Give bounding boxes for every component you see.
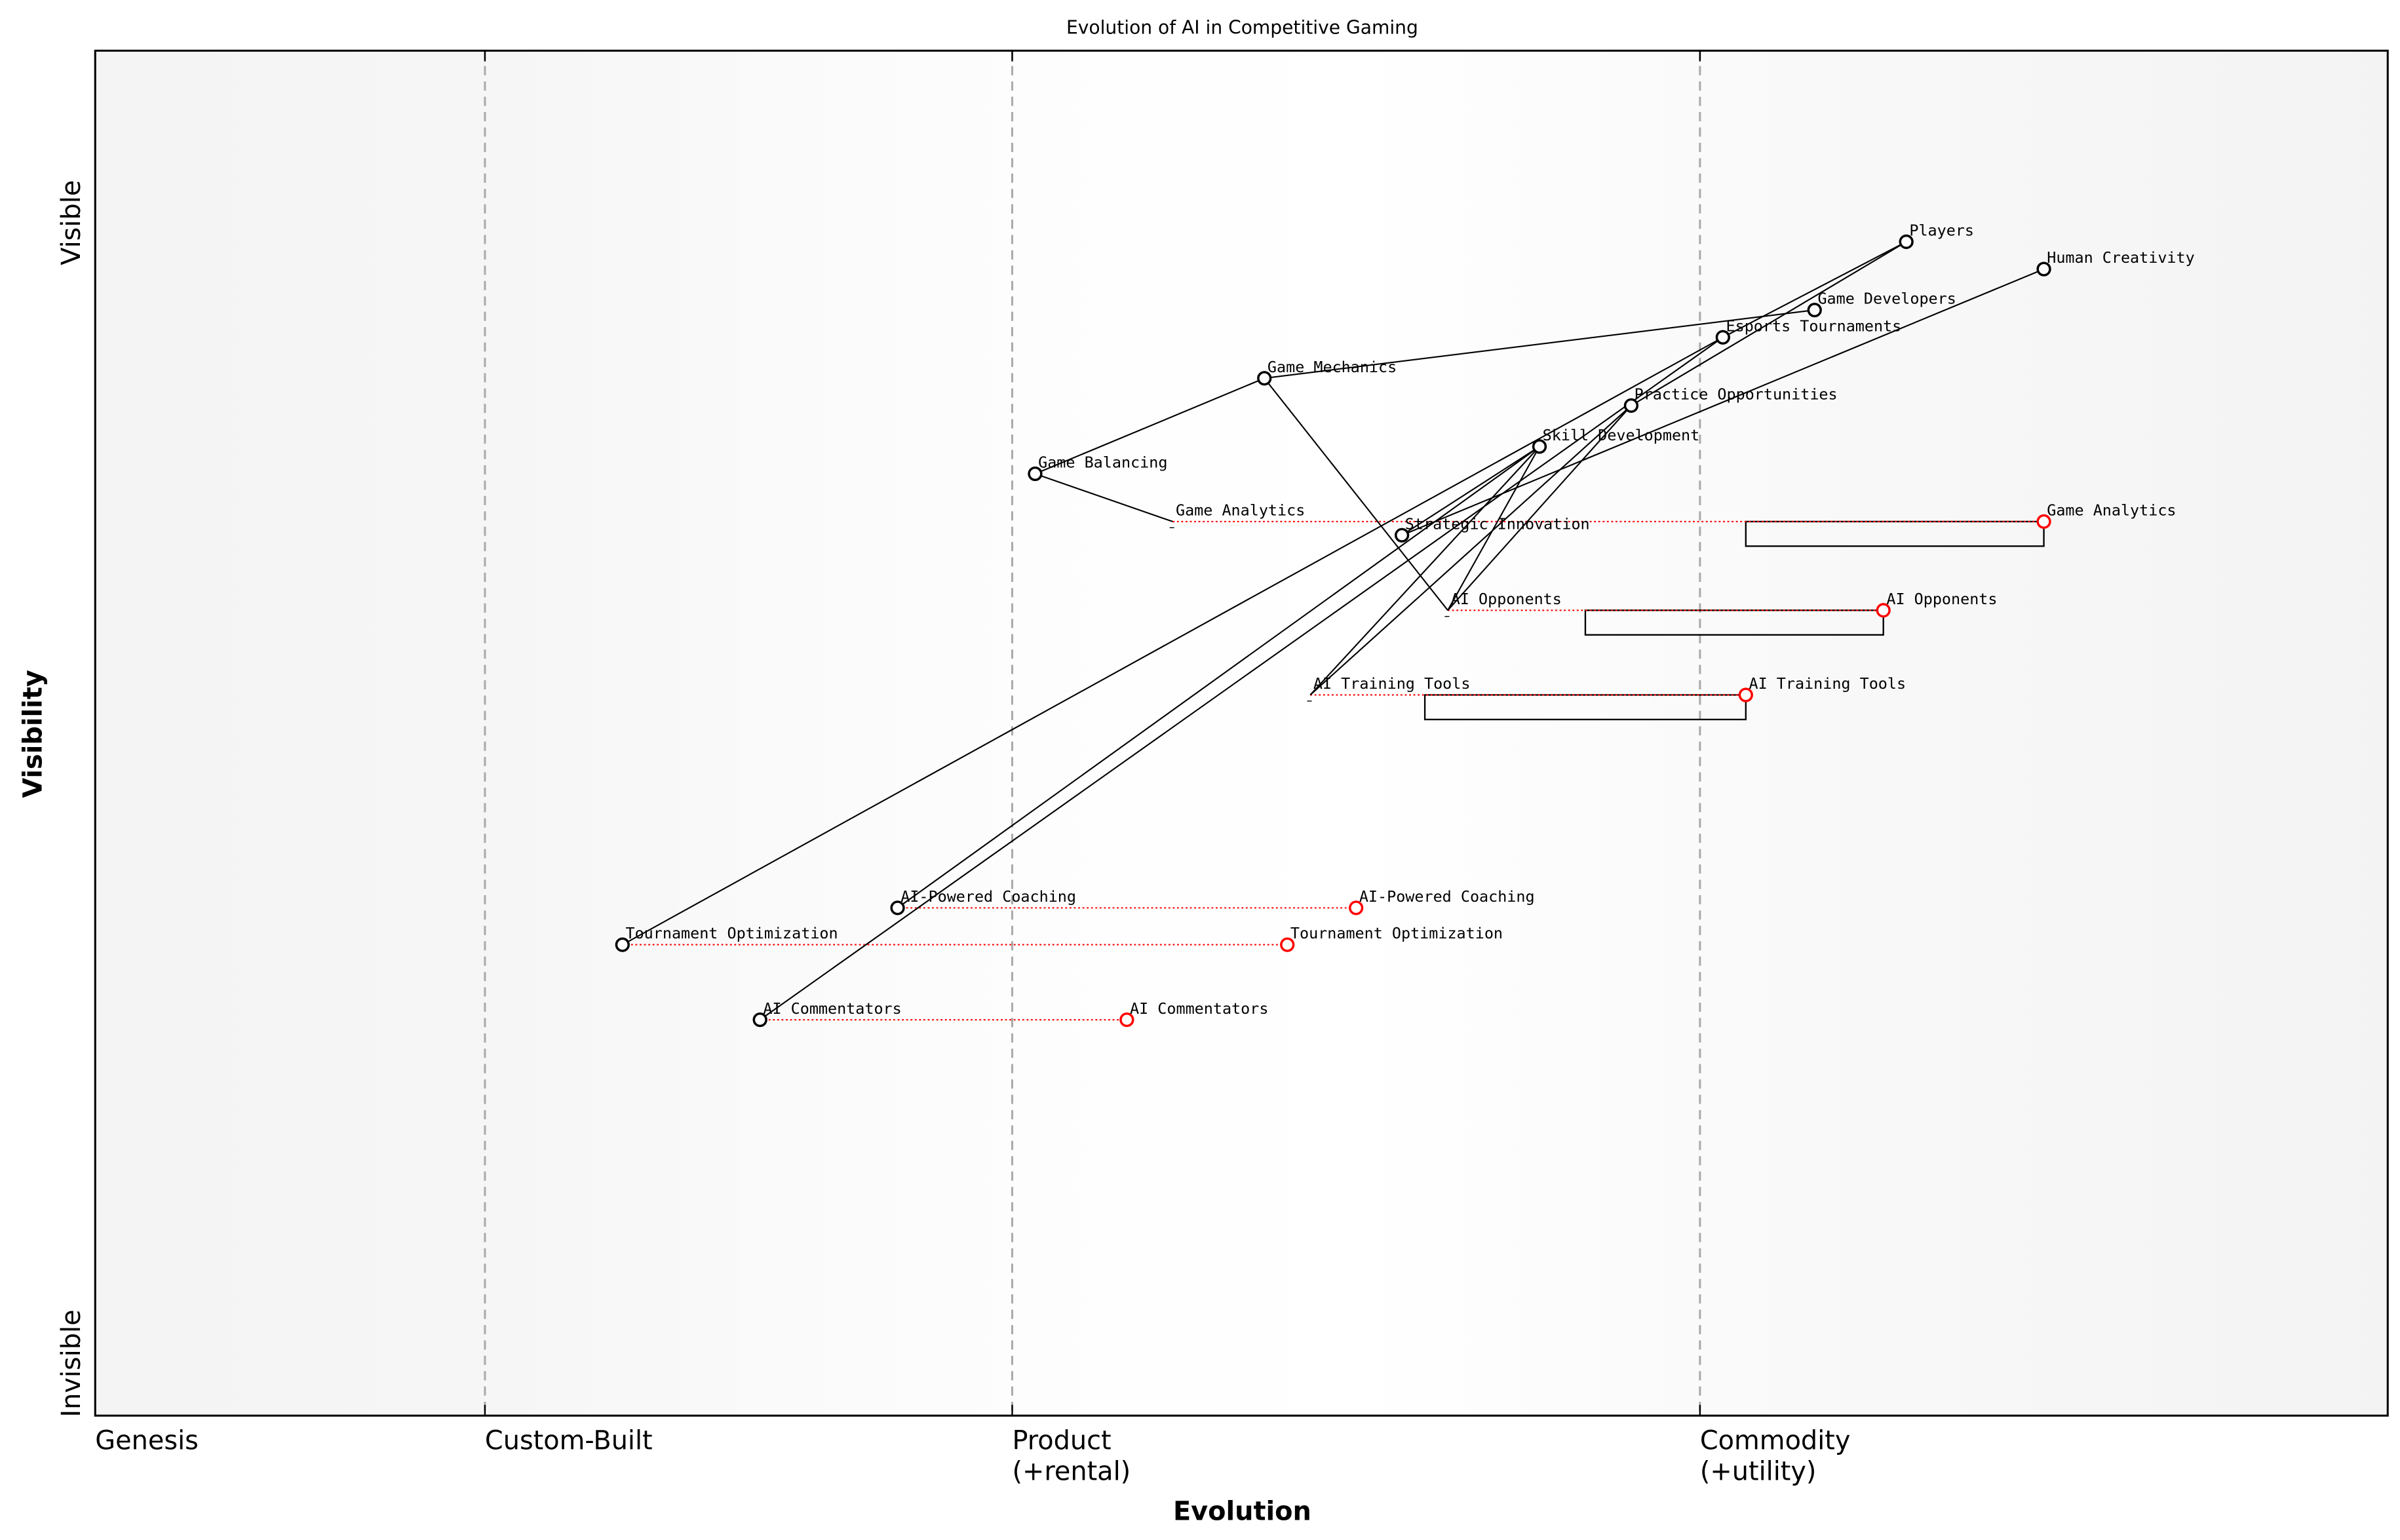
component-label: Skill Development <box>1543 426 1700 444</box>
stage-sublabel: (+utility) <box>1700 1457 1817 1487</box>
link-skill_dev-ai_coaching <box>897 446 1540 909</box>
component-marker[interactable] <box>1394 528 1410 543</box>
x-axis-stage-labels: Genesis Custom-Built Product(+rental) Commo… <box>95 1426 1850 1487</box>
component-label: Game Mechanics <box>1268 358 1397 376</box>
inertia-boxes <box>1423 520 2045 721</box>
evolved-component-label: AI Training Tools <box>1749 674 1906 693</box>
link-skill_dev-ai_training_tools <box>1309 446 1540 696</box>
component-label: Human Creativity <box>2047 248 2194 267</box>
component-marker[interactable] <box>2036 261 2051 277</box>
map-title: Evolution of AI in Competitive Gaming <box>1066 17 1418 39</box>
y-axis-bottom-label: Invisible <box>56 1309 87 1417</box>
component-label: Game Analytics <box>1176 501 1305 520</box>
component-marker[interactable] <box>890 900 905 915</box>
link-game_mechanics-game_balancing <box>1035 377 1265 474</box>
link-esports-ai_commentators <box>760 336 1724 1021</box>
plot-frame <box>94 49 2389 1417</box>
stage-label: Genesis <box>95 1426 199 1456</box>
evolved-component-marker[interactable] <box>2036 514 2051 529</box>
component-marker[interactable] <box>1532 439 1547 454</box>
evolved-component-label: Game Analytics <box>2047 501 2176 520</box>
component-marker[interactable] <box>1715 330 1730 345</box>
stage-dividers <box>484 50 1701 1416</box>
stage-sublabel: (+rental) <box>1012 1457 1131 1487</box>
component-marker[interactable] <box>1899 234 1914 250</box>
link-practice-ai_opponents <box>1447 405 1632 611</box>
inertia-box <box>1745 520 2045 547</box>
x-axis-title: Evolution <box>1173 1497 1311 1527</box>
evolved-component-label: AI Commentators <box>1130 999 1268 1018</box>
component-marker[interactable] <box>615 937 630 952</box>
component-marker[interactable] <box>1257 371 1272 386</box>
plot-area <box>95 50 2388 1416</box>
y-axis-title: Visibility <box>18 670 48 798</box>
evolved-component-marker[interactable] <box>1280 937 1295 952</box>
evolved-component-label: Tournament Optimization <box>1290 924 1503 942</box>
stage-label: Custom-Built <box>485 1426 653 1456</box>
link-practice-ai_training_tools <box>1309 405 1632 696</box>
link-game_mechanics-game_developers <box>1264 309 1815 379</box>
component-label: Game Balancing <box>1038 453 1167 472</box>
link-skill_dev-strategic_innovation <box>1401 446 1540 536</box>
link-game_mechanics-ai_opponents <box>1264 377 1448 611</box>
component-label: Strategic Innovation <box>1405 514 1590 533</box>
component-label: AI Opponents <box>1451 590 1562 608</box>
evolved-component-label: AI-Powered Coaching <box>1359 887 1535 906</box>
evolved-component-marker[interactable] <box>1876 603 1891 618</box>
evolved-component-marker[interactable] <box>1119 1012 1134 1028</box>
component-label: AI Training Tools <box>1313 674 1471 693</box>
component-label: Esports Tournaments <box>1726 317 1902 335</box>
component-label: Players <box>1909 221 1974 240</box>
stage-label: Commodity <box>1700 1426 1851 1456</box>
component-marker[interactable] <box>1028 466 1043 482</box>
inertia-box <box>1584 609 1884 636</box>
link-players-practice <box>1631 241 1907 406</box>
component-label: Game Developers <box>1817 290 1956 308</box>
inertia-box <box>1423 694 1747 721</box>
stage-label: Product <box>1012 1426 1111 1456</box>
y-axis-top-label: Visible <box>56 180 87 265</box>
component-label: AI Commentators <box>763 999 901 1018</box>
link-game_balancing-game_analytics <box>1035 473 1173 522</box>
component-label: Practice Opportunities <box>1635 385 1838 404</box>
component-marker[interactable] <box>1807 302 1822 318</box>
link-players-esports <box>1722 241 1907 338</box>
link-human_creativity-strategic_innovation <box>1401 268 2044 536</box>
component-label: Tournament Optimization <box>625 924 838 942</box>
link-esports-tournament_optimization <box>622 336 1724 946</box>
dependency-links <box>622 241 2044 1021</box>
evolved-component-marker[interactable] <box>1349 900 1364 915</box>
component-marker[interactable] <box>752 1012 767 1028</box>
component-label: AI-Powered Coaching <box>900 887 1076 906</box>
evolution-lines <box>622 520 2044 1021</box>
component-marker[interactable] <box>1623 398 1639 414</box>
evolved-component-marker[interactable] <box>1738 687 1753 703</box>
evolved-component-label: AI Opponents <box>1886 590 1997 608</box>
link-skill_dev-ai_opponents <box>1447 446 1540 611</box>
components: Players Human Creativity Game Developers Es… <box>615 221 2195 1028</box>
